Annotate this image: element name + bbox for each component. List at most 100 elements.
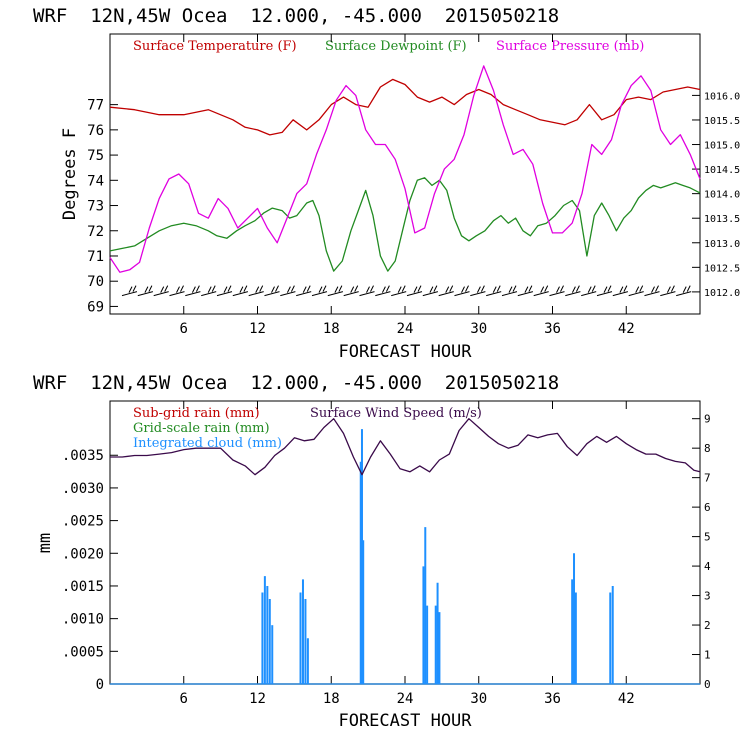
x-tick-label: 18 <box>323 691 340 707</box>
x-tick-label: 12 <box>249 691 266 707</box>
bottom-legend-wind-speed: Surface Wind Speed (m/s) <box>310 406 482 421</box>
wind-barb <box>470 285 486 297</box>
right-tick-label: 6 <box>704 501 711 514</box>
x-tick-label: 18 <box>323 321 340 337</box>
wind-barb <box>343 285 359 297</box>
x-tick-label: 36 <box>544 321 561 337</box>
bottom-legend-integrated-cloud: Integrated cloud (mm) <box>133 436 282 451</box>
wind-barb <box>311 285 328 297</box>
right-tick-label: 1015.0 <box>704 141 740 152</box>
right-tick-label: 1014.5 <box>704 165 740 176</box>
wind-barb <box>248 285 264 297</box>
x-tick-label: 30 <box>470 691 487 707</box>
right-tick-label: 5 <box>704 531 711 544</box>
bottom-right-axis: 0 1 2 3 4 5 6 7 8 9 <box>692 413 711 691</box>
bottom-y-axis: 0 .0005 .0010 .0015 .0020 .0025 .0030 .0035 <box>62 448 118 693</box>
y-tick-label: 74 <box>87 173 104 189</box>
top-legend-temperature: Surface Temperature (F) <box>133 39 297 54</box>
wind-barb <box>438 285 454 297</box>
y-tick-label: .0015 <box>62 579 104 595</box>
wind-barb <box>121 285 138 297</box>
wind-barb <box>327 285 344 297</box>
y-tick-label: .0025 <box>62 514 104 530</box>
y-tick-label: .0010 <box>62 612 104 628</box>
top-y-axis: 69 70 71 72 73 74 75 76 77 <box>87 98 118 315</box>
x-tick-label: 12 <box>249 321 266 337</box>
wind-barb <box>232 285 249 297</box>
top-plot-frame <box>109 33 701 315</box>
wind-barb <box>406 285 423 297</box>
x-tick-label: 24 <box>397 321 414 337</box>
wind-barb <box>628 285 644 297</box>
y-tick-label: 77 <box>87 98 104 114</box>
y-tick-label: .0035 <box>62 448 104 464</box>
y-tick-label: 76 <box>87 123 104 139</box>
wind-barb <box>375 285 391 297</box>
y-tick-label: 71 <box>87 249 104 265</box>
wind-barb <box>296 285 312 297</box>
wind-barb <box>660 285 676 297</box>
right-tick-label: 7 <box>704 472 711 485</box>
bottom-x-axis: 6 12 18 24 30 36 42 <box>180 401 635 707</box>
y-tick-label: 0 <box>96 677 104 693</box>
right-tick-label: 9 <box>704 413 711 426</box>
right-tick-label: 1 <box>704 649 711 662</box>
wind-barb <box>565 285 581 297</box>
wind-barb <box>581 285 597 297</box>
wind-barb <box>201 285 217 297</box>
wind-barb <box>454 285 470 297</box>
wind-barb <box>280 285 296 297</box>
top-chart-title: WRF 12N,45W Ocea 12.000, -45.000 2015050… <box>33 5 559 27</box>
wind-barb <box>517 285 534 297</box>
wind-barb <box>264 285 280 297</box>
right-tick-label: 1015.5 <box>704 116 740 127</box>
y-tick-label: 73 <box>87 199 104 215</box>
x-tick-label: 30 <box>470 321 487 337</box>
bottom-chart: WRF 12N,45W Ocea 12.000, -45.000 2015050… <box>33 372 711 731</box>
wind-barb <box>359 285 375 297</box>
bottom-y-axis-label: mm <box>35 533 55 553</box>
top-series-group <box>109 65 701 273</box>
bottom-x-axis-label: FORECAST HOUR <box>338 711 472 731</box>
wind-barb <box>185 285 201 297</box>
right-tick-label: 0 <box>704 678 711 691</box>
wind-barb <box>169 285 185 297</box>
y-tick-label: .0020 <box>62 546 104 562</box>
bottom-chart-title: WRF 12N,45W Ocea 12.000, -45.000 2015050… <box>33 372 559 394</box>
right-tick-label: 1012.5 <box>704 263 740 274</box>
right-tick-label: 1013.5 <box>704 214 740 225</box>
top-right-axis: 1012.0 1012.5 1013.0 1013.5 1014.0 1014.5 1015… <box>692 91 740 299</box>
wind-barb <box>501 285 518 297</box>
bottom-series-group <box>110 418 701 685</box>
right-tick-label: 8 <box>704 442 711 455</box>
y-tick-label: 69 <box>87 299 104 315</box>
wind-barb <box>216 285 233 297</box>
wind-barb <box>486 285 502 297</box>
temperature-series-line <box>109 78 701 136</box>
wind-barb <box>533 285 549 297</box>
top-x-axis: 6 12 18 24 30 36 42 <box>180 34 635 337</box>
x-tick-label: 36 <box>544 691 561 707</box>
top-x-axis-label: FORECAST HOUR <box>338 342 472 362</box>
wind-barb <box>391 285 407 297</box>
x-tick-label: 24 <box>397 691 414 707</box>
wind-speed-series-line <box>110 418 701 476</box>
x-tick-label: 6 <box>180 691 188 707</box>
wind-barb <box>676 285 692 297</box>
y-tick-label: 70 <box>87 274 104 290</box>
dewpoint-series-line <box>109 177 701 272</box>
wind-barbs-row <box>121 285 692 297</box>
y-tick-label: 75 <box>87 148 104 164</box>
wind-barb <box>644 285 660 297</box>
top-y-axis-label: Degrees F <box>60 128 80 220</box>
wind-barb <box>422 285 439 297</box>
top-chart: WRF 12N,45W Ocea 12.000, -45.000 2015050… <box>33 5 740 362</box>
y-tick-label: 72 <box>87 224 104 240</box>
right-tick-label: 1012.0 <box>704 288 740 299</box>
wind-barb <box>596 285 613 297</box>
x-tick-label: 6 <box>180 321 188 337</box>
top-legend-dewpoint: Surface Dewpoint (F) <box>325 39 467 54</box>
top-legend-pressure: Surface Pressure (mb) <box>496 39 644 54</box>
